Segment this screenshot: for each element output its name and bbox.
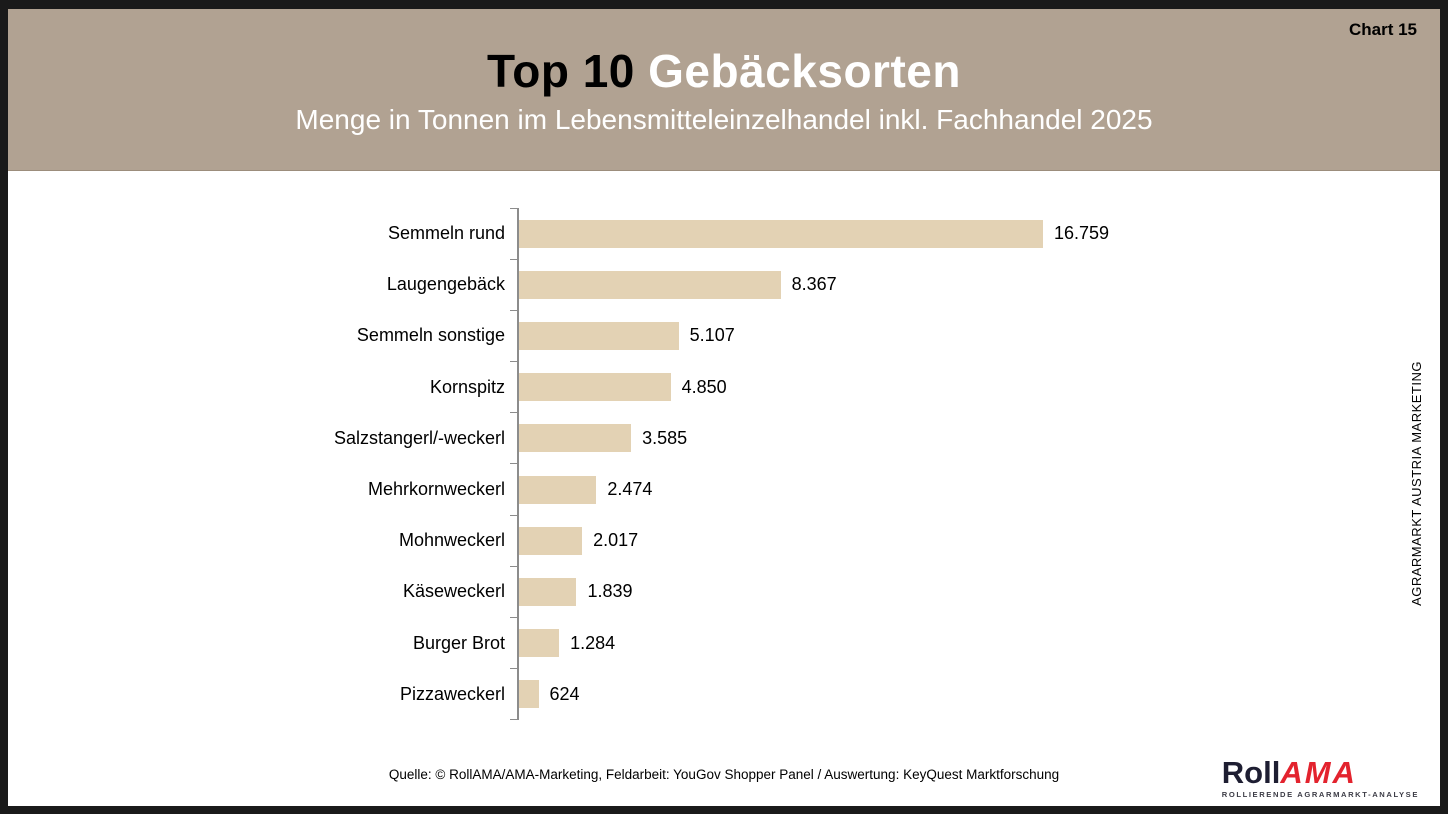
category-label: Kornspitz [429, 376, 505, 397]
rollama-logo-wordmark: RollAMA [1222, 757, 1419, 788]
slide: Chart 15 Top 10 Gebäcksorten Menge in To… [8, 9, 1440, 806]
category-label: Mehrkornweckerl [367, 479, 505, 500]
value-label: 1.839 [587, 581, 633, 602]
title-part-black: Top 10 [487, 45, 635, 97]
category-label: Mohnweckerl [398, 530, 505, 551]
category-label: Käseweckerl [402, 581, 505, 602]
bar [519, 577, 577, 606]
source-note: Quelle: © RollAMA/AMA-Marketing, Feldarb… [388, 767, 1060, 782]
category-label: Semmeln sonstige [356, 325, 505, 346]
value-label: 2.017 [593, 530, 639, 551]
category-label: Burger Brot [412, 632, 505, 653]
chart-row: Mehrkornweckerl 2.474 [8, 463, 1440, 516]
chart-number: Chart 15 [1348, 20, 1417, 39]
bar-track: 3.585 [510, 412, 1440, 464]
bar [519, 475, 597, 504]
logo-text-roll: Roll [1221, 755, 1281, 791]
value-label: 5.107 [689, 325, 735, 346]
header-band: Chart 15 Top 10 Gebäcksorten Menge in To… [8, 9, 1440, 171]
chart-row: Käseweckerl 1.839 [8, 565, 1440, 618]
side-vertical-text: AGRARMARKT AUSTRIA MARKETING [1409, 361, 1424, 606]
bar [519, 629, 560, 658]
bar-track: 1.284 [510, 616, 1440, 669]
bar-track: 624 [510, 668, 1440, 721]
bar [519, 424, 632, 453]
bar-chart: Semmeln rund 16.759 Laugengebäck 8.367 Semme… [8, 207, 1440, 721]
category-label: Semmeln rund [387, 223, 505, 244]
bar-track: 5.107 [510, 309, 1440, 362]
chart-row: Salzstangerl/-weckerl 3.585 [8, 412, 1440, 464]
page-title: Top 10 Gebäcksorten [487, 47, 961, 95]
bar [519, 526, 583, 555]
bar-track: 1.839 [510, 565, 1440, 618]
value-label: 8.367 [791, 274, 837, 295]
category-label: Pizzaweckerl [399, 683, 505, 704]
page-subtitle: Menge in Tonnen im Lebensmitteleinzelhan… [295, 104, 1153, 136]
bar [519, 270, 781, 299]
bar-track: 2.017 [510, 514, 1440, 567]
category-label: Laugengebäck [386, 274, 505, 295]
bar-track: 4.850 [510, 361, 1440, 413]
value-label: 3.585 [642, 427, 688, 448]
bar [519, 373, 671, 402]
rollama-logo: RollAMA ROLLIERENDE AGRARMARKT-ANALYSE [1222, 757, 1419, 799]
title-part-white: Gebäcksorten [648, 45, 961, 97]
chart-row: Laugengebäck 8.367 [8, 258, 1440, 311]
bar-track: 2.474 [510, 463, 1440, 516]
value-label: 2.474 [607, 479, 653, 500]
category-label: Salzstangerl/-weckerl [333, 427, 505, 448]
chart-row: Semmeln sonstige 5.107 [8, 309, 1440, 362]
value-label: 16.759 [1054, 223, 1110, 244]
bar [519, 321, 679, 350]
bar-track: 8.367 [510, 258, 1440, 311]
chart-row: Mohnweckerl 2.017 [8, 514, 1440, 567]
bar [519, 219, 1043, 248]
bar [519, 680, 539, 709]
logo-text-ama: AMA [1280, 755, 1357, 791]
chart-row: Pizzaweckerl 624 [8, 668, 1440, 721]
title-space [635, 45, 648, 97]
value-label: 4.850 [681, 376, 727, 397]
logo-tagline: ROLLIERENDE AGRARMARKT-ANALYSE [1221, 790, 1419, 800]
chart-row: Semmeln rund 16.759 [8, 207, 1440, 260]
chart-row: Burger Brot 1.284 [8, 616, 1440, 669]
value-label: 624 [549, 683, 580, 704]
chart-row: Kornspitz 4.850 [8, 361, 1440, 413]
value-label: 1.284 [570, 632, 616, 653]
bar-track: 16.759 [510, 207, 1440, 260]
